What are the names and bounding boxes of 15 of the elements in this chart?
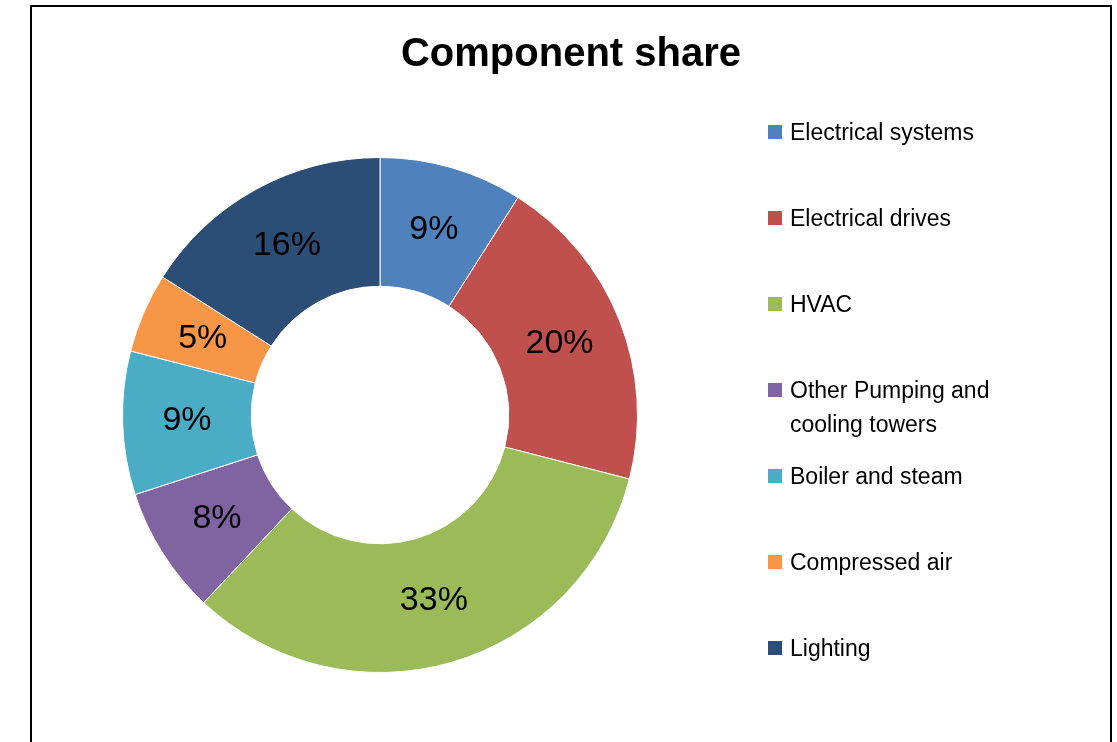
- data-label: 16%: [252, 224, 321, 263]
- legend-label: Boiler and steam: [790, 462, 963, 491]
- legend-label: Electrical systems: [790, 118, 975, 147]
- legend-label: Compressed air: [790, 548, 953, 577]
- chart-title: Component share: [399, 30, 742, 75]
- legend-label: HVAC: [790, 290, 853, 319]
- data-label: 9%: [162, 399, 212, 438]
- data-label: 8%: [192, 496, 242, 535]
- data-label: 20%: [525, 322, 594, 361]
- data-label: 5%: [178, 316, 228, 355]
- data-label: 9%: [409, 207, 459, 246]
- legend-label: Other Pumping and cooling towers: [790, 376, 991, 439]
- data-label: 33%: [399, 578, 468, 617]
- legend-label: Electrical drives: [790, 204, 952, 233]
- legend-label: Lighting: [790, 634, 871, 663]
